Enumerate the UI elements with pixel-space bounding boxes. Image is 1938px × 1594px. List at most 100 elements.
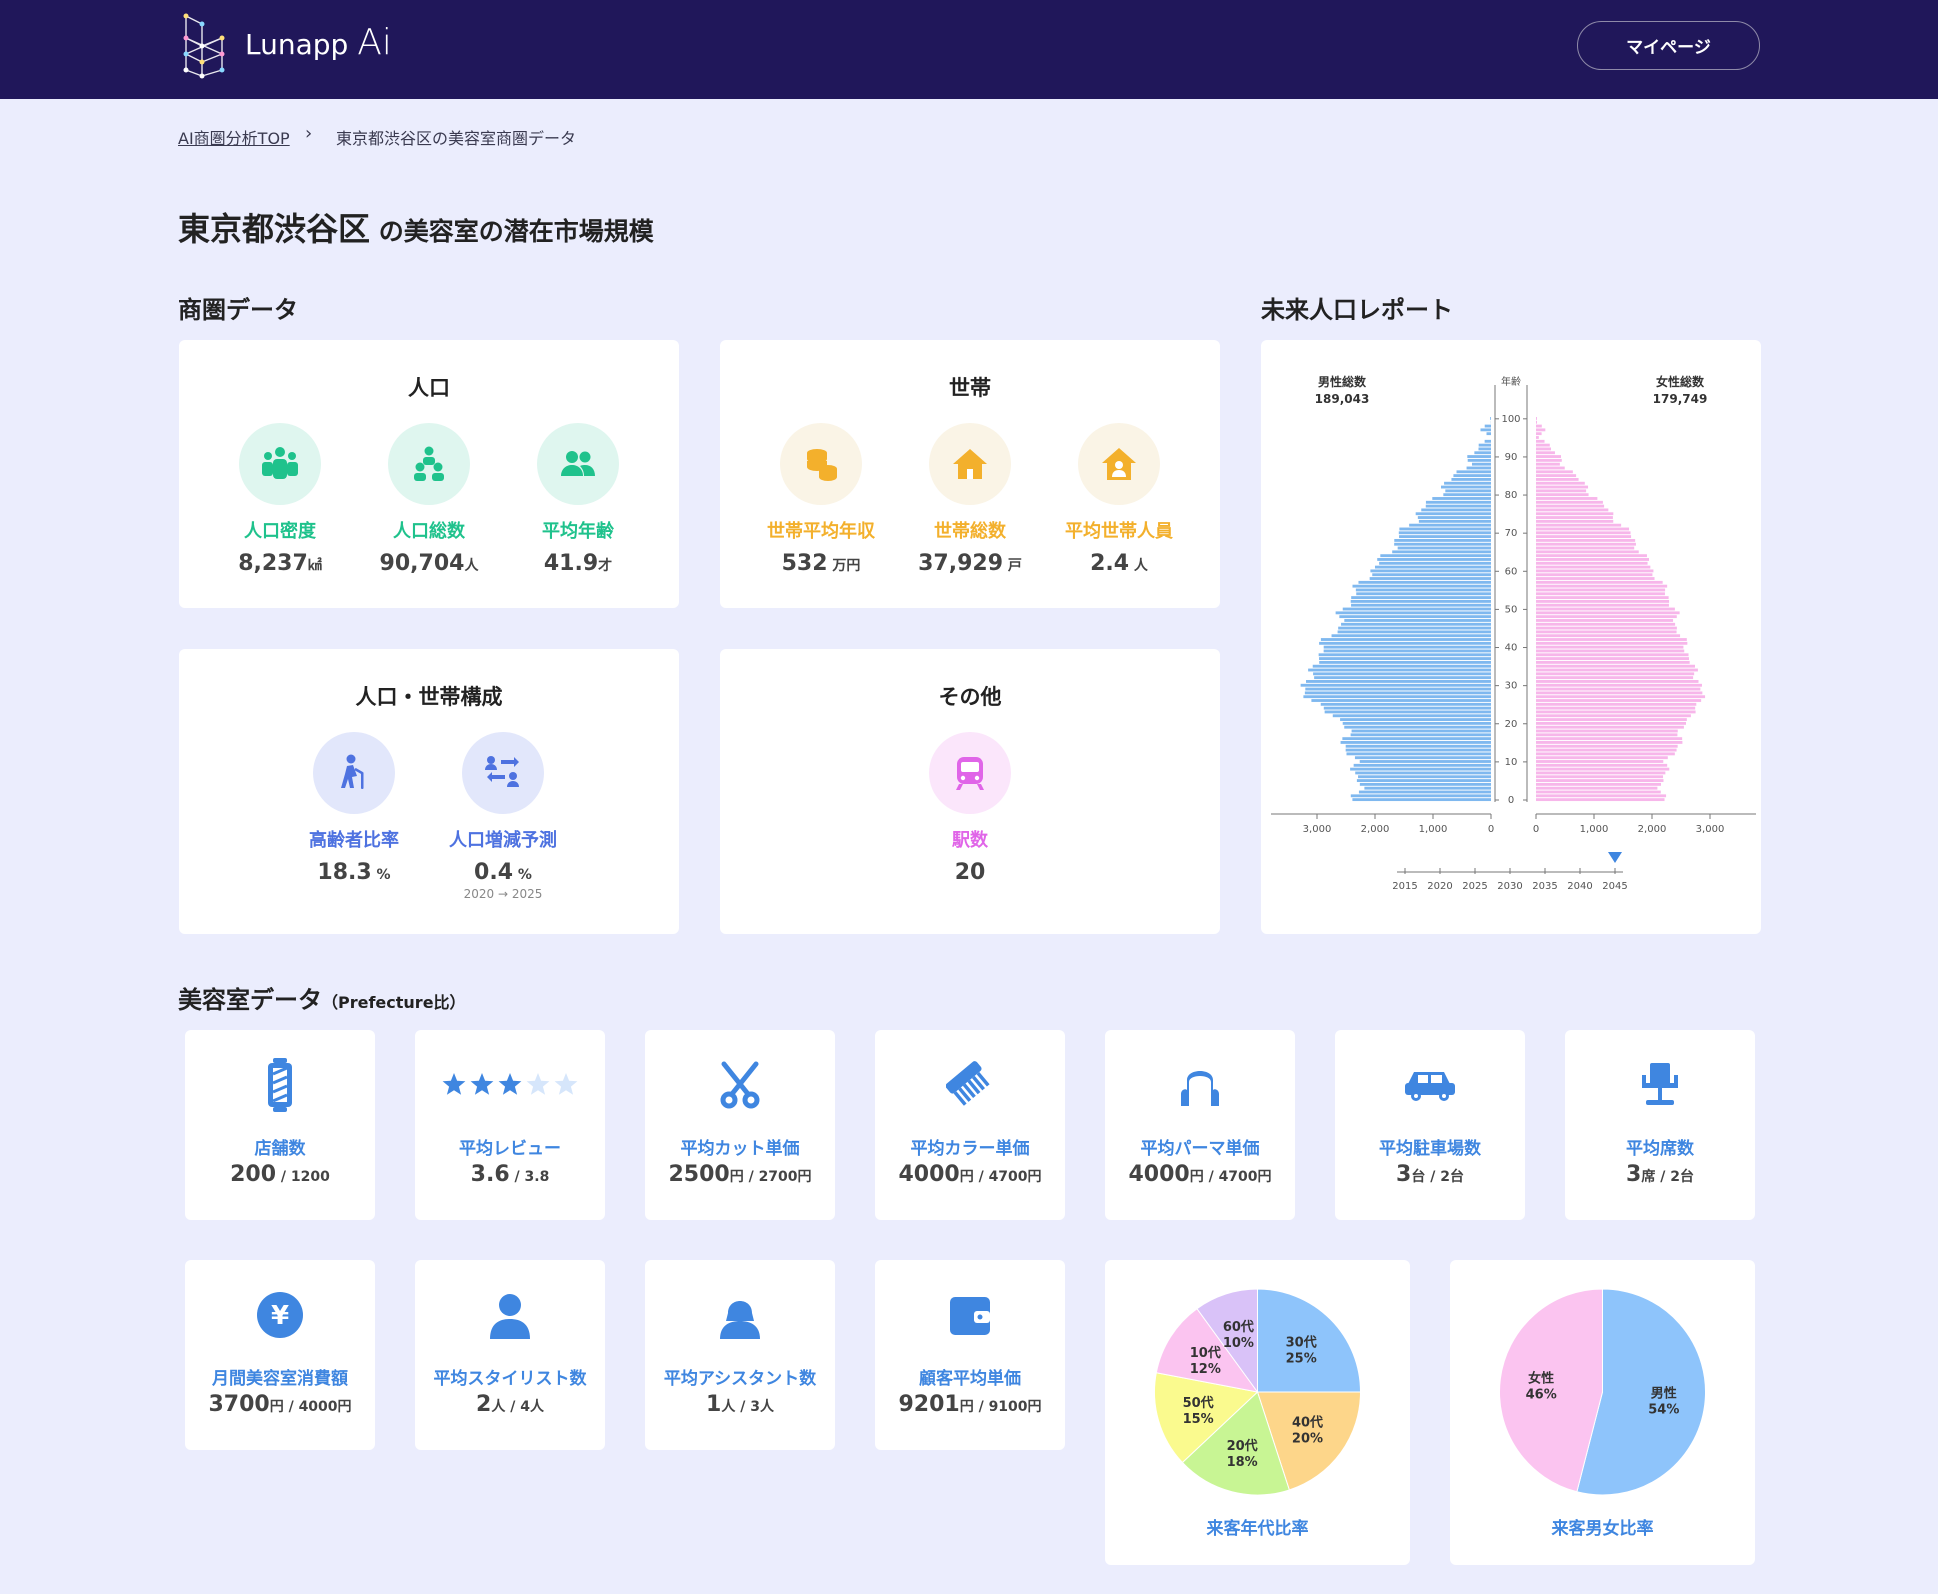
stylists-compare: 人 / 4人 xyxy=(491,1399,544,1415)
male-bar xyxy=(1370,569,1491,573)
chair-icon xyxy=(1565,1058,1755,1112)
female-bar xyxy=(1536,497,1598,500)
population-total-stat: 人口総数 90,704人 xyxy=(354,423,504,576)
household-card: 世帯 世帯平均年収 532 万円 世帯総数 37,929 戸 平均世帯人員 2.… xyxy=(720,340,1220,608)
female-bar xyxy=(1536,725,1684,729)
female-bar xyxy=(1536,599,1670,603)
household-income-stat: 世帯平均年収 532 万円 xyxy=(746,423,896,576)
salon-tile-store-count: 店舗数 200 / 1200 xyxy=(185,1030,375,1220)
male-bar xyxy=(1444,481,1491,485)
gender-slice-value: 46% xyxy=(1526,1387,1557,1402)
male-bar xyxy=(1399,527,1491,531)
male-bar xyxy=(1421,508,1491,512)
male-bar xyxy=(1486,432,1491,436)
female-bar xyxy=(1536,691,1703,695)
year-tick-label: 2020 xyxy=(1427,881,1452,892)
cut-price-compare: 円 / 2700円 xyxy=(729,1169,812,1185)
male-bar xyxy=(1319,657,1491,661)
male-bar xyxy=(1324,710,1491,714)
male-bar xyxy=(1425,504,1491,508)
age-slice xyxy=(1181,1391,1290,1496)
average-age-label: 平均年齢 xyxy=(542,521,614,542)
stylists-number: 2 xyxy=(476,1392,492,1417)
male-bar xyxy=(1339,615,1491,619)
salon-tile-perm-price: 平均パーマ単価 4000円 / 4700円 xyxy=(1105,1030,1295,1220)
male-bar xyxy=(1397,546,1491,550)
elderly-ratio-unit: % xyxy=(371,867,391,883)
female-bar xyxy=(1536,531,1631,535)
female-bar xyxy=(1536,436,1539,439)
car-icon xyxy=(1335,1058,1525,1112)
female-bar xyxy=(1536,630,1677,634)
store-count-number: 200 xyxy=(230,1162,277,1187)
female-x-tick-label: 0 xyxy=(1533,824,1539,835)
population-density-value: 8,237㎢ xyxy=(205,551,355,576)
female-bar xyxy=(1536,523,1622,527)
review-value: 3.6 / 3.8 xyxy=(415,1162,605,1187)
age-tick-label: 0 xyxy=(1508,795,1514,806)
male-bar xyxy=(1308,668,1491,672)
age-slice-value: 12% xyxy=(1190,1362,1221,1377)
male-bar xyxy=(1466,466,1491,470)
female-bar xyxy=(1536,508,1609,512)
female-bar xyxy=(1536,752,1675,756)
population-total-label: 人口総数 xyxy=(393,521,465,542)
female-total-label: 女性総数 xyxy=(1656,374,1705,389)
female-bar xyxy=(1536,718,1687,721)
scissors-icon xyxy=(645,1058,835,1112)
female-bar xyxy=(1536,584,1668,588)
female-bar xyxy=(1536,638,1687,641)
male-bar xyxy=(1443,493,1491,497)
page-title-area: 東京都渋谷区 xyxy=(178,210,371,248)
female-bar xyxy=(1536,485,1589,489)
composition-card: 人口・世帯構成 高齢者比率 18.3 % 人口増減予測 0.4 % 2020 →… xyxy=(179,649,679,934)
gender-ratio-card: 男性 54% 女性 46% 来客男女比率 xyxy=(1450,1260,1755,1565)
age-tick-label: 60 xyxy=(1505,566,1518,577)
male-bar xyxy=(1394,538,1491,542)
age-slice-value: 10% xyxy=(1223,1336,1254,1351)
female-bar xyxy=(1536,500,1603,504)
male-bar xyxy=(1319,660,1491,664)
future-report-heading: 未来人口レポート xyxy=(1261,296,1453,324)
age-tick-label: 90 xyxy=(1505,452,1518,463)
female-bar xyxy=(1536,565,1651,569)
male-bar xyxy=(1350,767,1491,771)
male-bar xyxy=(1359,782,1491,786)
female-bar xyxy=(1536,527,1630,531)
other-card-title: その他 xyxy=(938,685,1002,709)
page-title-suffix: の美容室の潜在市場規模 xyxy=(370,217,654,246)
female-bar xyxy=(1536,729,1678,733)
age-slice-label: 30代 xyxy=(1286,1334,1317,1350)
color-price-compare: 円 / 4700円 xyxy=(959,1169,1042,1185)
household-total-number: 37,929 xyxy=(918,551,1004,576)
assistants-compare: 人 / 3人 xyxy=(721,1399,774,1415)
gender-slice xyxy=(1499,1288,1603,1493)
people-pyramid-icon xyxy=(388,423,470,505)
male-bar xyxy=(1342,737,1491,741)
female-bar xyxy=(1536,767,1670,771)
age-axis-label: 年齢 xyxy=(1501,375,1521,388)
mypage-button[interactable]: マイページ xyxy=(1577,21,1760,70)
male-bar xyxy=(1342,607,1491,611)
year-tick-label: 2030 xyxy=(1497,881,1522,892)
female-bar xyxy=(1536,504,1605,508)
male-bar xyxy=(1313,672,1491,676)
age-slice xyxy=(1155,1307,1259,1393)
female-bar xyxy=(1536,592,1665,596)
perm-curl-icon xyxy=(1105,1058,1295,1112)
customer-price-label: 顧客平均単価 xyxy=(919,1369,1021,1389)
trade-area-heading: 商圏データ xyxy=(178,296,298,324)
year-slider-handle[interactable] xyxy=(1608,852,1622,863)
population-density-unit: ㎢ xyxy=(307,558,322,574)
brand-ai: Ai xyxy=(357,22,392,63)
male-bar xyxy=(1480,428,1491,432)
age-slice xyxy=(1154,1372,1259,1464)
female-bar xyxy=(1536,763,1668,767)
breadcrumb-home-link[interactable]: AI商圏分析TOP xyxy=(178,129,290,148)
male-bar xyxy=(1392,550,1491,554)
female-bar xyxy=(1536,580,1663,584)
monthly-spend-value: 3700円 / 4000円 xyxy=(185,1392,375,1417)
male-total-label: 男性総数 xyxy=(1318,374,1367,389)
female-bar xyxy=(1536,683,1702,687)
female-bar xyxy=(1536,733,1678,737)
